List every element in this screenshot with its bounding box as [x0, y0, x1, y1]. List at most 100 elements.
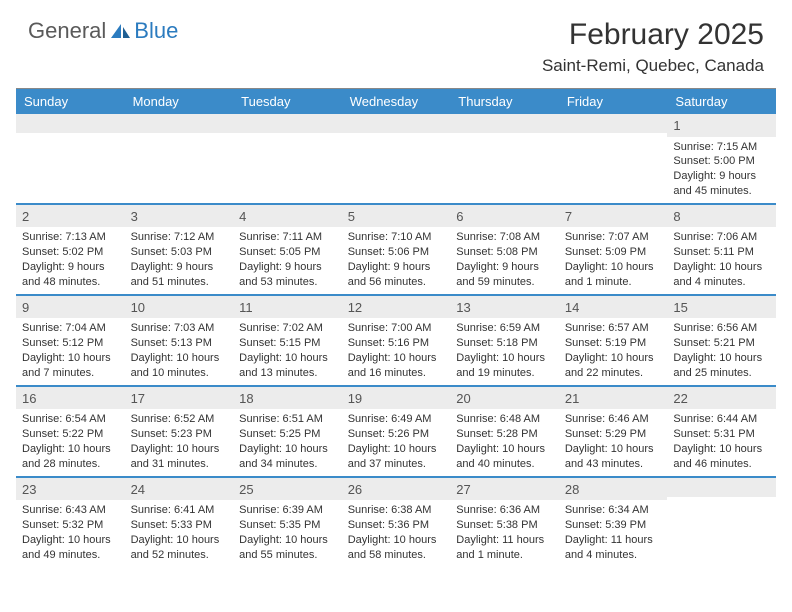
- sunset-text: Sunset: 5:12 PM: [22, 336, 119, 351]
- sunset-text: Sunset: 5:15 PM: [239, 336, 336, 351]
- day-number: [559, 114, 668, 133]
- day-cell: 17Sunrise: 6:52 AMSunset: 5:23 PMDayligh…: [125, 387, 234, 476]
- sunset-text: Sunset: 5:28 PM: [456, 427, 553, 442]
- sunrise-text: Sunrise: 7:10 AM: [348, 230, 445, 245]
- day-body: Sunrise: 6:48 AMSunset: 5:28 PMDaylight:…: [450, 409, 559, 475]
- sunset-text: Sunset: 5:38 PM: [456, 518, 553, 533]
- sunrise-text: Sunrise: 7:13 AM: [22, 230, 119, 245]
- sunrise-text: Sunrise: 7:04 AM: [22, 321, 119, 336]
- sunrise-text: Sunrise: 7:07 AM: [565, 230, 662, 245]
- day-body: Sunrise: 6:51 AMSunset: 5:25 PMDaylight:…: [233, 409, 342, 475]
- sunrise-text: Sunrise: 7:00 AM: [348, 321, 445, 336]
- day-cell: 6Sunrise: 7:08 AMSunset: 5:08 PMDaylight…: [450, 205, 559, 294]
- sunrise-text: Sunrise: 6:57 AM: [565, 321, 662, 336]
- day-body: Sunrise: 6:41 AMSunset: 5:33 PMDaylight:…: [125, 500, 234, 566]
- day-cell: [559, 114, 668, 203]
- daylight-text: Daylight: 10 hours and 49 minutes.: [22, 533, 119, 563]
- day-body: Sunrise: 7:10 AMSunset: 5:06 PMDaylight:…: [342, 227, 451, 293]
- daylight-text: Daylight: 10 hours and 16 minutes.: [348, 351, 445, 381]
- sunset-text: Sunset: 5:18 PM: [456, 336, 553, 351]
- day-number: 21: [559, 387, 668, 410]
- day-cell: 16Sunrise: 6:54 AMSunset: 5:22 PMDayligh…: [16, 387, 125, 476]
- daylight-text: Daylight: 11 hours and 4 minutes.: [565, 533, 662, 563]
- daylight-text: Daylight: 10 hours and 52 minutes.: [131, 533, 228, 563]
- day-body: [342, 133, 451, 140]
- day-number: [125, 114, 234, 133]
- day-number: 4: [233, 205, 342, 228]
- daylight-text: Daylight: 9 hours and 56 minutes.: [348, 260, 445, 290]
- day-body: Sunrise: 6:52 AMSunset: 5:23 PMDaylight:…: [125, 409, 234, 475]
- day-number: 6: [450, 205, 559, 228]
- sunrise-text: Sunrise: 6:56 AM: [673, 321, 770, 336]
- day-body: Sunrise: 6:38 AMSunset: 5:36 PMDaylight:…: [342, 500, 451, 566]
- daylight-text: Daylight: 10 hours and 22 minutes.: [565, 351, 662, 381]
- day-number: 16: [16, 387, 125, 410]
- day-cell: 8Sunrise: 7:06 AMSunset: 5:11 PMDaylight…: [667, 205, 776, 294]
- daylight-text: Daylight: 10 hours and 7 minutes.: [22, 351, 119, 381]
- day-number: 13: [450, 296, 559, 319]
- day-cell: 15Sunrise: 6:56 AMSunset: 5:21 PMDayligh…: [667, 296, 776, 385]
- daylight-text: Daylight: 10 hours and 37 minutes.: [348, 442, 445, 472]
- day-number: 18: [233, 387, 342, 410]
- day-number: 25: [233, 478, 342, 501]
- day-cell: 18Sunrise: 6:51 AMSunset: 5:25 PMDayligh…: [233, 387, 342, 476]
- day-number: [233, 114, 342, 133]
- day-number: 19: [342, 387, 451, 410]
- sunset-text: Sunset: 5:21 PM: [673, 336, 770, 351]
- sunrise-text: Sunrise: 7:06 AM: [673, 230, 770, 245]
- daylight-text: Daylight: 9 hours and 51 minutes.: [131, 260, 228, 290]
- sunrise-text: Sunrise: 6:43 AM: [22, 503, 119, 518]
- daylight-text: Daylight: 10 hours and 34 minutes.: [239, 442, 336, 472]
- title-block: February 2025 Saint-Remi, Quebec, Canada: [542, 18, 764, 76]
- day-number: 26: [342, 478, 451, 501]
- day-cell: 21Sunrise: 6:46 AMSunset: 5:29 PMDayligh…: [559, 387, 668, 476]
- day-number: 7: [559, 205, 668, 228]
- day-cell: 5Sunrise: 7:10 AMSunset: 5:06 PMDaylight…: [342, 205, 451, 294]
- weekday-header: Thursday: [450, 89, 559, 114]
- day-number: 27: [450, 478, 559, 501]
- sunset-text: Sunset: 5:19 PM: [565, 336, 662, 351]
- sunrise-text: Sunrise: 6:49 AM: [348, 412, 445, 427]
- sunset-text: Sunset: 5:23 PM: [131, 427, 228, 442]
- day-body: Sunrise: 7:03 AMSunset: 5:13 PMDaylight:…: [125, 318, 234, 384]
- day-body: Sunrise: 6:46 AMSunset: 5:29 PMDaylight:…: [559, 409, 668, 475]
- daylight-text: Daylight: 10 hours and 28 minutes.: [22, 442, 119, 472]
- sunset-text: Sunset: 5:26 PM: [348, 427, 445, 442]
- sunset-text: Sunset: 5:33 PM: [131, 518, 228, 533]
- sunrise-text: Sunrise: 6:46 AM: [565, 412, 662, 427]
- weekday-header: Saturday: [667, 89, 776, 114]
- sunrise-text: Sunrise: 6:59 AM: [456, 321, 553, 336]
- day-cell: 10Sunrise: 7:03 AMSunset: 5:13 PMDayligh…: [125, 296, 234, 385]
- day-body: Sunrise: 6:43 AMSunset: 5:32 PMDaylight:…: [16, 500, 125, 566]
- sunset-text: Sunset: 5:02 PM: [22, 245, 119, 260]
- daylight-text: Daylight: 10 hours and 13 minutes.: [239, 351, 336, 381]
- sunset-text: Sunset: 5:00 PM: [673, 154, 770, 169]
- sunset-text: Sunset: 5:11 PM: [673, 245, 770, 260]
- sunrise-text: Sunrise: 6:41 AM: [131, 503, 228, 518]
- day-number: 5: [342, 205, 451, 228]
- day-cell: 11Sunrise: 7:02 AMSunset: 5:15 PMDayligh…: [233, 296, 342, 385]
- daylight-text: Daylight: 10 hours and 25 minutes.: [673, 351, 770, 381]
- weekday-header: Sunday: [16, 89, 125, 114]
- daylight-text: Daylight: 11 hours and 1 minute.: [456, 533, 553, 563]
- day-body: Sunrise: 7:04 AMSunset: 5:12 PMDaylight:…: [16, 318, 125, 384]
- weeks-container: 1Sunrise: 7:15 AMSunset: 5:00 PMDaylight…: [16, 114, 776, 567]
- daylight-text: Daylight: 10 hours and 58 minutes.: [348, 533, 445, 563]
- day-body: Sunrise: 6:57 AMSunset: 5:19 PMDaylight:…: [559, 318, 668, 384]
- day-cell: 27Sunrise: 6:36 AMSunset: 5:38 PMDayligh…: [450, 478, 559, 567]
- daylight-text: Daylight: 10 hours and 19 minutes.: [456, 351, 553, 381]
- week-row: 1Sunrise: 7:15 AMSunset: 5:00 PMDaylight…: [16, 114, 776, 203]
- day-number: 3: [125, 205, 234, 228]
- sunrise-text: Sunrise: 6:48 AM: [456, 412, 553, 427]
- day-cell: [16, 114, 125, 203]
- day-body: Sunrise: 6:56 AMSunset: 5:21 PMDaylight:…: [667, 318, 776, 384]
- day-body: Sunrise: 7:06 AMSunset: 5:11 PMDaylight:…: [667, 227, 776, 293]
- sunrise-text: Sunrise: 6:51 AM: [239, 412, 336, 427]
- day-body: Sunrise: 6:34 AMSunset: 5:39 PMDaylight:…: [559, 500, 668, 566]
- month-title: February 2025: [542, 18, 764, 52]
- daylight-text: Daylight: 10 hours and 10 minutes.: [131, 351, 228, 381]
- sunrise-text: Sunrise: 6:44 AM: [673, 412, 770, 427]
- weekday-header: Wednesday: [342, 89, 451, 114]
- day-body: [559, 133, 668, 140]
- daylight-text: Daylight: 10 hours and 55 minutes.: [239, 533, 336, 563]
